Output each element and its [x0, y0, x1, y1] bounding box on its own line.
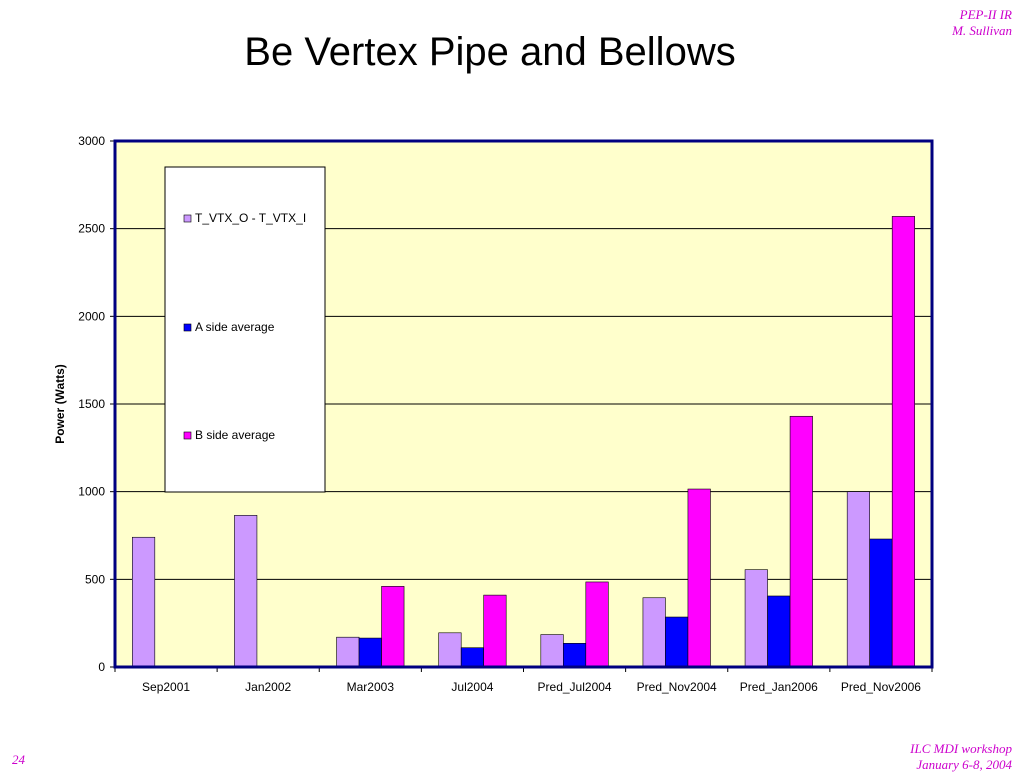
corner-header-line2: M. Sullivan: [952, 23, 1012, 38]
bar: [132, 536, 156, 668]
slide-title: Be Vertex Pipe and Bellows: [244, 30, 736, 74]
bar: [789, 415, 813, 668]
bar: [381, 586, 405, 668]
x-tick-label: Jan2002: [245, 680, 291, 694]
y-axis-label: Power (Watts): [53, 364, 67, 444]
x-tick-label: Mar2003: [347, 680, 395, 694]
bar: [336, 636, 360, 668]
corner-footer: ILC MDI workshop January 6-8, 2004: [910, 741, 1012, 773]
legend-label: A side average: [195, 320, 275, 334]
corner-header: PEP-II IR M. Sullivan: [952, 7, 1012, 39]
bar: [540, 634, 564, 668]
bar: [438, 632, 462, 668]
legend-swatch: [183, 323, 192, 332]
x-tick-label: Pred_Nov2006: [841, 680, 921, 694]
page-number: 24: [12, 752, 25, 767]
x-tick-label: Sep2001: [142, 680, 190, 694]
bar: [585, 581, 609, 668]
legend: [164, 166, 326, 493]
bar: [767, 595, 791, 668]
bar: [846, 491, 870, 668]
x-tick-label: Pred_Jan2006: [740, 680, 818, 694]
bar: [234, 515, 258, 668]
bar: [687, 488, 711, 668]
bar: [665, 616, 689, 668]
corner-footer-line2: January 6-8, 2004: [916, 757, 1012, 772]
legend-label: B side average: [195, 428, 275, 442]
legend-swatch: [183, 431, 192, 440]
plot-border: [113, 139, 934, 669]
y-tick-label: 2500: [78, 222, 105, 236]
bar: [744, 569, 768, 668]
y-tick-label: 0: [98, 660, 105, 674]
x-tick-label: Pred_Jul2004: [538, 680, 612, 694]
y-tick-label: 3000: [78, 134, 105, 148]
bar: [358, 637, 382, 668]
bar: [460, 647, 484, 668]
bar: [483, 594, 507, 668]
corner-footer-line1: ILC MDI workshop: [910, 741, 1012, 756]
x-tick-label: Pred_Nov2004: [637, 680, 717, 694]
legend-label: T_VTX_O - T_VTX_I: [195, 211, 306, 225]
y-tick-label: 2000: [78, 309, 105, 323]
x-tick-label: Jul2004: [451, 680, 493, 694]
bar: [563, 643, 587, 668]
y-tick-label: 1000: [78, 485, 105, 499]
bar: [869, 538, 893, 668]
y-tick-label: 500: [85, 572, 105, 586]
corner-header-line1: PEP-II IR: [959, 7, 1012, 22]
legend-swatch: [183, 214, 192, 223]
bar: [891, 216, 915, 668]
bar: [642, 597, 666, 668]
y-tick-label: 1500: [78, 397, 105, 411]
